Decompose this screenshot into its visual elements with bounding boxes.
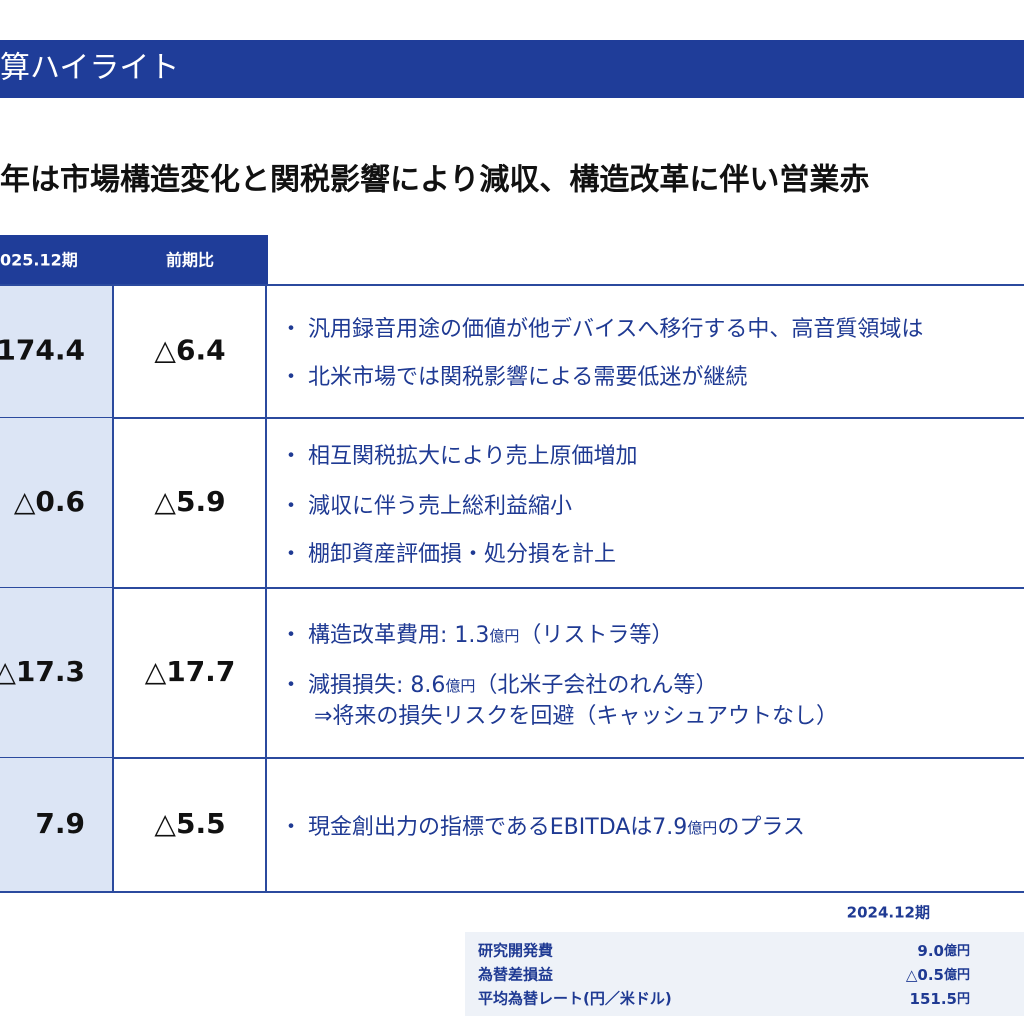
- change: △5.5: [154, 807, 225, 840]
- footer-value: 9.0億円: [917, 942, 970, 960]
- note-part: （リストラ等）: [519, 623, 673, 648]
- note-part: （北米子会社のれん等）: [475, 673, 717, 698]
- footer-number: 9.0: [917, 942, 944, 960]
- note-part: 相互関税拡大により売上原価増加: [308, 444, 638, 469]
- footer-column: 2024.12期: [847, 904, 930, 922]
- note: 汎用録音用途の価値が他デバイスへ移行する中、高音質領域は: [308, 317, 923, 342]
- change: △6.4: [154, 334, 225, 367]
- note: 減損損失: 8.6億円（北米子会社のれん等）: [308, 673, 717, 698]
- footer-unit: 億円: [944, 967, 970, 983]
- footer-value: 151.5円: [910, 990, 970, 1008]
- footer-number: △0.5: [906, 966, 944, 984]
- footer-unit: 億円: [944, 943, 970, 959]
- note-part: 構造改革費用: 1.3: [308, 623, 489, 648]
- note-part: 汎用録音用途の価値が他デバイスへ移行する中、高音質領域は: [308, 317, 923, 342]
- bullet: ・: [280, 444, 302, 469]
- value-cell: [0, 588, 113, 758]
- note: 棚卸資産評価損・処分損を計上: [308, 542, 616, 567]
- note-part: 減収に伴う売上総利益縮小: [308, 494, 572, 519]
- footer-value: △0.5億円: [906, 966, 970, 984]
- header-title: 算ハイライト: [0, 51, 179, 86]
- bullet: ・: [280, 542, 302, 567]
- note: 現金創出力の指標であるEBITDAは7.9億円のプラス: [308, 815, 805, 840]
- note-part: 億円: [489, 627, 519, 645]
- value: 7.9: [35, 807, 85, 840]
- column-header: 前期比: [166, 251, 214, 270]
- value: △0.6: [14, 485, 85, 518]
- value: 174.4: [0, 334, 85, 367]
- note-sub: ⇒将来の損失リスクを回避（キャッシュアウトなし）: [314, 704, 838, 729]
- footer-label: 研究開発費: [478, 942, 553, 960]
- note: 相互関税拡大により売上原価増加: [308, 444, 638, 469]
- footer-unit: 円: [957, 992, 970, 1007]
- change: △5.9: [154, 485, 225, 518]
- note-part: 北米市場では関税影響による需要低迷が継続: [308, 365, 747, 390]
- bullet: ・: [280, 494, 302, 519]
- footer-label: 平均為替レート(円／米ドル): [478, 990, 672, 1008]
- note: 減収に伴う売上総利益縮小: [308, 494, 572, 519]
- change: △17.7: [145, 655, 236, 688]
- value-cell: [0, 758, 113, 892]
- bullet: ・: [280, 317, 302, 342]
- bullet: ・: [280, 365, 302, 390]
- headline: 年は市場構造変化と関税影響により減収、構造改革に伴い営業赤: [0, 163, 869, 198]
- table-header: [0, 235, 268, 285]
- bullet: ・: [280, 623, 302, 648]
- note-part: 億円: [687, 819, 717, 837]
- value-cell: [0, 285, 113, 418]
- table-body: 174.4 △6.4・ 汎用録音用途の価値が他デバイスへ移行する中、高音質領域は・北…: [0, 284, 1024, 893]
- note: 北米市場では関税影響による需要低迷が継続: [308, 365, 747, 390]
- value: △17.3: [0, 655, 85, 688]
- value-cell: [0, 418, 113, 588]
- note: 構造改革費用: 1.3億円（リストラ等）: [308, 623, 673, 648]
- bullet: ・: [280, 673, 302, 698]
- note-part: 現金創出力の指標であるEBITDAは7.9: [308, 815, 687, 840]
- note-part: のプラス: [717, 815, 805, 840]
- footer-label: 為替差損益: [477, 966, 553, 984]
- footer-bg: [465, 932, 1024, 1016]
- footer-number: 151.5: [910, 990, 957, 1008]
- header-bar: [0, 40, 1024, 98]
- note-part: 億円: [445, 677, 475, 695]
- note-part: 棚卸資産評価損・処分損を計上: [308, 542, 616, 567]
- bullet: ・: [280, 815, 302, 840]
- column-header: 025.12期: [0, 251, 78, 270]
- note-part: 減損損失: 8.6: [308, 673, 445, 698]
